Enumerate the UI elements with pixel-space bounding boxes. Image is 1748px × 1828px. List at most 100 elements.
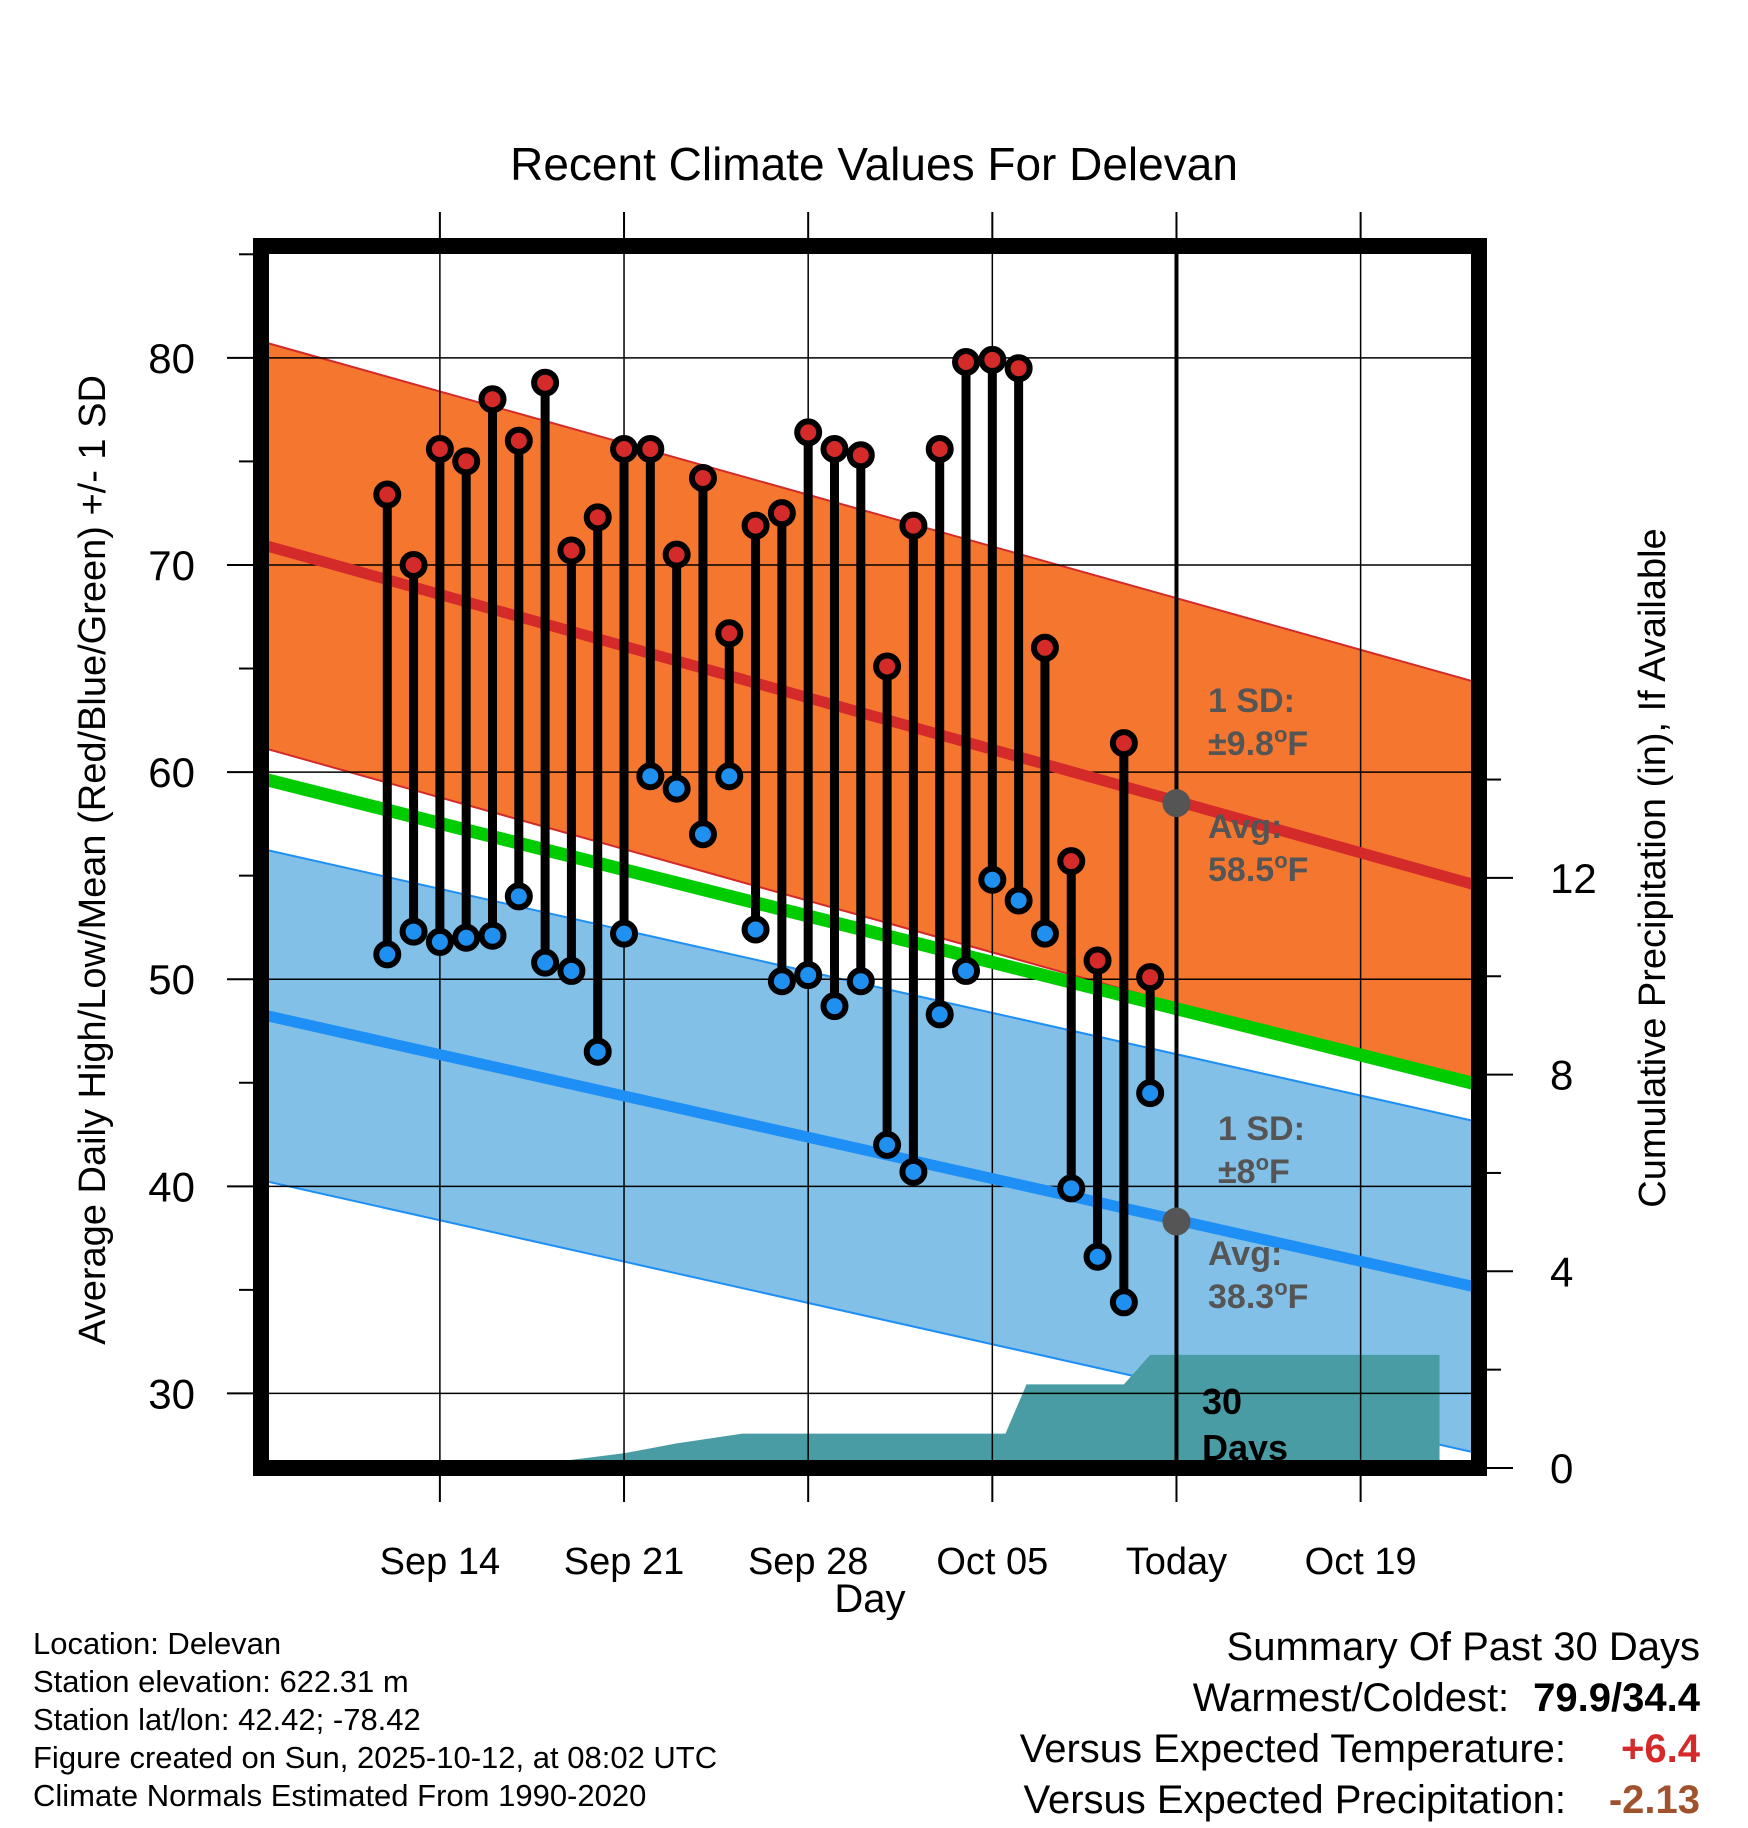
daily-high-point xyxy=(715,619,744,648)
daily-high-point xyxy=(531,368,560,397)
daily-high-point xyxy=(504,426,533,455)
low-normal-line xyxy=(261,1009,1479,1294)
daily-low-point xyxy=(583,1037,612,1066)
daily-high-point xyxy=(425,434,454,463)
daily-high-point xyxy=(583,503,612,532)
daily-low-point xyxy=(425,927,454,956)
daily-high-point xyxy=(636,434,665,463)
x-axis-label: Day xyxy=(834,1577,905,1620)
precip-label: Versus Expected Precipitation: xyxy=(1023,1778,1566,1822)
daily-high-point xyxy=(846,441,875,470)
daily-low-point xyxy=(531,948,560,977)
y-tick-label: 30 xyxy=(148,1370,195,1417)
daily-low-point xyxy=(1030,919,1059,948)
y2-axis-label: Cumulative Precipitation (in), If Availa… xyxy=(1632,528,1674,1207)
daily-low-point xyxy=(794,961,823,990)
today-high-normal-marker xyxy=(1162,789,1191,818)
low-sd-value: ±8oF xyxy=(1218,1150,1290,1191)
x-tick-label: Oct 19 xyxy=(1305,1541,1417,1583)
daily-high-point xyxy=(794,418,823,447)
high-sd-value: ±9.8oF xyxy=(1208,722,1308,763)
low-sd-label: 1 SD: xyxy=(1218,1110,1305,1148)
x-tick-label: Today xyxy=(1126,1541,1227,1583)
daily-low-point xyxy=(899,1157,928,1186)
daily-low-point xyxy=(452,923,481,952)
warm-cold-value: 79.9/34.4 xyxy=(1533,1676,1700,1720)
window-label-number: 30 xyxy=(1202,1381,1242,1422)
y-tick-label: 60 xyxy=(148,749,195,796)
y2-tick-label: 8 xyxy=(1550,1052,1573,1099)
daily-high-point xyxy=(1057,847,1086,876)
daily-low-point xyxy=(952,956,981,985)
daily-high-point xyxy=(741,511,770,540)
daily-low-point xyxy=(636,762,665,791)
daily-high-point xyxy=(452,447,481,476)
daily-high-point xyxy=(399,550,428,579)
summary-precip: Versus Expected Precipitation: -2.13 xyxy=(1020,1775,1700,1826)
daily-low-point xyxy=(478,921,507,950)
x-tick-label: Sep 21 xyxy=(564,1541,684,1583)
summary-panel: Summary Of Past 30 Days Warmest/Coldest:… xyxy=(1020,1622,1700,1826)
daily-low-point xyxy=(741,915,770,944)
y-tick-label: 70 xyxy=(148,542,195,589)
daily-high-point xyxy=(767,499,796,528)
daily-low-point xyxy=(715,762,744,791)
daily-high-point xyxy=(873,652,902,681)
daily-high-point xyxy=(610,434,639,463)
daily-high-point xyxy=(1083,946,1112,975)
daily-low-point xyxy=(1109,1288,1138,1317)
daily-high-point xyxy=(1004,354,1033,383)
daily-low-point xyxy=(610,919,639,948)
daily-high-point xyxy=(557,536,586,565)
daily-low-point xyxy=(373,940,402,969)
low-avg-label: Avg: xyxy=(1208,1235,1282,1273)
y2-tick-label: 0 xyxy=(1550,1445,1573,1492)
plot-frame xyxy=(253,238,1487,1476)
daily-low-point xyxy=(846,967,875,996)
daily-low-point xyxy=(1004,886,1033,915)
x-tick-label: Sep 14 xyxy=(380,1541,500,1583)
high-avg-value: 58.5oF xyxy=(1208,848,1308,889)
daily-high-point xyxy=(1030,633,1059,662)
daily-high-point xyxy=(820,434,849,463)
summary-warm-cold: Warmest/Coldest: 79.9/34.4 xyxy=(1020,1673,1700,1724)
precip-value: -2.13 xyxy=(1608,1778,1700,1822)
high-sd-label: 1 SD: xyxy=(1208,682,1295,720)
precip-area xyxy=(505,1354,1440,1468)
daily-high-point xyxy=(925,434,954,463)
y2-tick-label: 4 xyxy=(1550,1248,1573,1295)
daily-high-point xyxy=(978,345,1007,374)
temp-value: +6.4 xyxy=(1621,1727,1700,1771)
low-avg-value: 38.3oF xyxy=(1208,1275,1308,1316)
created-text: Figure created on Sun, 2025-10-12, at 08… xyxy=(33,1740,718,1775)
daily-high-point xyxy=(952,347,981,376)
daily-low-point xyxy=(557,956,586,985)
daily-low-point xyxy=(767,967,796,996)
daily-high-point xyxy=(688,463,717,492)
elevation-text: Station elevation: 622.31 m xyxy=(33,1664,409,1699)
y-axis-label: Average Daily High/Low/Mean (Red/Blue/Gr… xyxy=(72,375,114,1345)
daily-high-point xyxy=(1109,729,1138,758)
high-sd-upper-edge xyxy=(261,340,1479,684)
daily-high-point xyxy=(478,385,507,414)
chart-title: Recent Climate Values For Delevan xyxy=(510,138,1238,190)
warm-cold-label: Warmest/Coldest: xyxy=(1192,1676,1510,1720)
location-text: Location: Delevan xyxy=(33,1626,282,1661)
normals-text: Climate Normals Estimated From 1990-2020 xyxy=(33,1778,647,1813)
daily-low-point xyxy=(978,865,1007,894)
daily-high-point xyxy=(899,511,928,540)
x-tick-label: Sep 28 xyxy=(748,1541,868,1583)
y-tick-label: 40 xyxy=(148,1163,195,1210)
today-low-normal-marker xyxy=(1162,1207,1191,1236)
summary-title: Summary Of Past 30 Days xyxy=(1226,1625,1700,1669)
temp-label: Versus Expected Temperature: xyxy=(1019,1727,1566,1771)
y-tick-label: 80 xyxy=(148,335,195,382)
daily-low-point xyxy=(504,882,533,911)
daily-low-point xyxy=(688,820,717,849)
daily-low-point xyxy=(662,774,691,803)
daily-low-point xyxy=(1057,1174,1086,1203)
high-avg-label: Avg: xyxy=(1208,808,1282,846)
daily-low-point xyxy=(1083,1242,1112,1271)
climate-chart: Recent Climate Values For Delevan 1 SD:±… xyxy=(72,138,1674,1620)
x-tick-label: Oct 05 xyxy=(936,1541,1048,1583)
